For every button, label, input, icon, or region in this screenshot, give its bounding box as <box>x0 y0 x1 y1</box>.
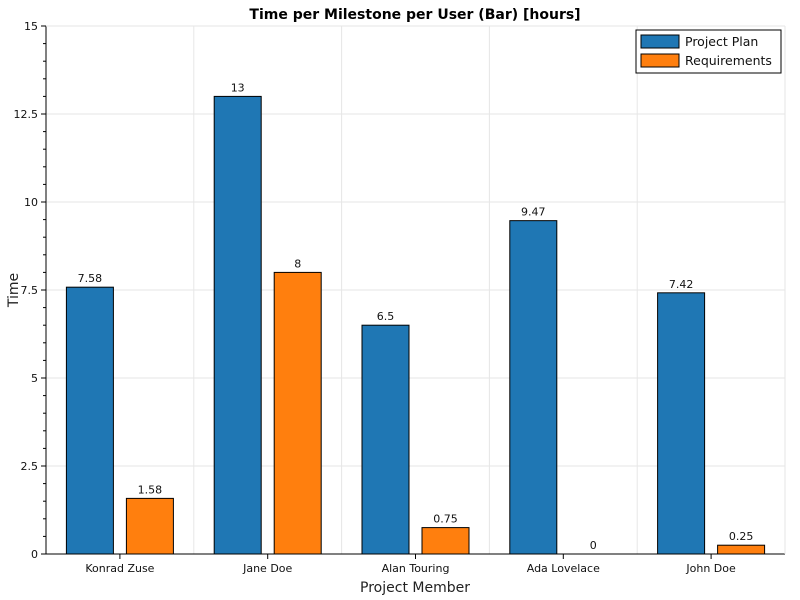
x-tick-label: Konrad Zuse <box>85 562 154 575</box>
bar-requirements <box>717 544 766 555</box>
x-axis-title: Project Member <box>360 580 470 596</box>
data-labels: 7.58 1.58 13 8 6.5 0.75 9.47 0 7.42 0.25 <box>78 81 754 552</box>
y-tick-label: 10 <box>24 196 38 209</box>
y-tick-label: 2.5 <box>21 460 39 473</box>
data-label: 8 <box>294 257 301 270</box>
y-axis-title: Time <box>6 273 22 308</box>
y-tick-label: 15 <box>24 20 38 33</box>
x-tick-label: Jane Doe <box>242 562 292 575</box>
bar-project-plan <box>361 324 410 555</box>
x-tick-label: Ada Lovelace <box>527 562 600 575</box>
bar-requirements <box>273 271 322 555</box>
ticks: 0 2.5 5 7.5 10 12.5 15 Konrad Zuse Jane Doe Alan … <box>14 20 737 575</box>
bar-requirements <box>421 527 470 555</box>
data-label: 9.47 <box>521 206 546 219</box>
bar-project-plan <box>509 220 558 555</box>
data-label: 0.75 <box>433 513 458 526</box>
data-label: 0 <box>590 539 597 552</box>
legend-swatch <box>640 34 680 49</box>
data-label: 6.5 <box>377 310 395 323</box>
legend-label: Requirements <box>685 53 772 68</box>
y-tick-label: 7.5 <box>21 284 39 297</box>
data-label: 7.42 <box>669 278 694 291</box>
legend-swatch <box>640 53 680 68</box>
y-tick-label: 12.5 <box>14 108 39 121</box>
data-label: 7.58 <box>78 272 103 285</box>
x-tick-label: Alan Touring <box>382 562 450 575</box>
y-tick-label: 5 <box>31 372 38 385</box>
chart-title: Time per Milestone per User (Bar) [hours… <box>249 7 580 23</box>
bars <box>65 95 766 555</box>
bar-project-plan <box>213 95 262 555</box>
legend-label: Project Plan <box>685 34 758 49</box>
bar-project-plan <box>65 286 114 555</box>
x-tick-label: John Doe <box>685 562 736 575</box>
bar-project-plan <box>657 292 706 555</box>
y-tick-label: 0 <box>31 548 38 561</box>
legend: Project Plan Requirements <box>635 29 782 74</box>
data-label: 0.25 <box>729 530 754 543</box>
bar-requirements <box>125 497 174 555</box>
data-label: 13 <box>231 81 245 94</box>
data-label: 1.58 <box>138 483 163 496</box>
